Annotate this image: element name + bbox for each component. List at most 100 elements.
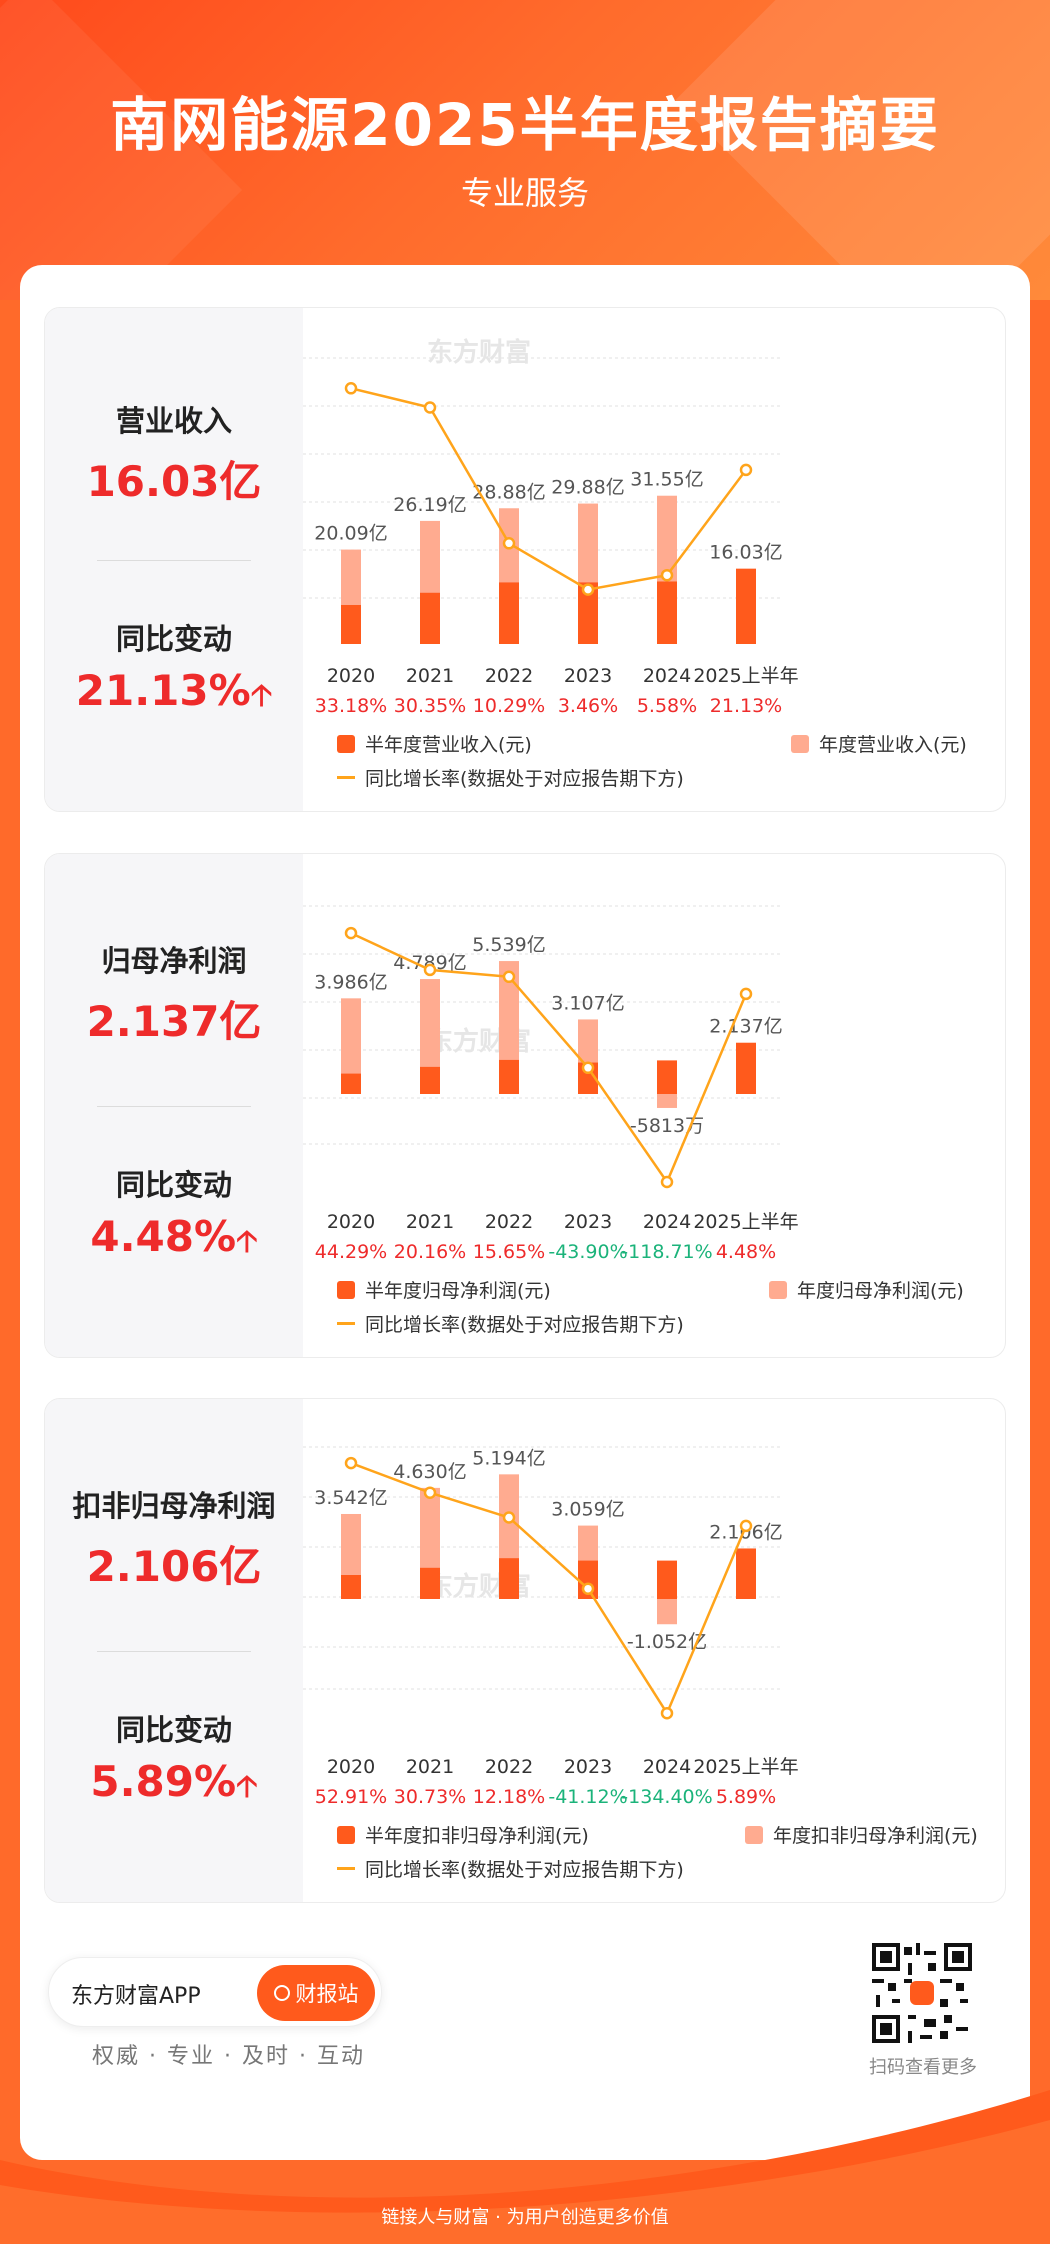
growth-rate-point: [423, 401, 437, 414]
app-name: 东方财富APP: [71, 1984, 201, 2009]
half-year-bar: [499, 1558, 519, 1599]
category-label: 2020: [327, 665, 375, 687]
category-label: 2022: [485, 1756, 533, 1778]
legend-swatch: [337, 1825, 355, 1844]
growth-rate-point: [344, 926, 358, 940]
bottom-wave: [0, 2090, 1050, 2244]
legend-line-swatch: [337, 776, 355, 779]
bar-value-label: 20.09亿: [314, 523, 387, 545]
revenue-panel: 营业收入 16.03亿 同比变动 21.13%🡡 东方财富 20.09亿 2020 3…: [44, 307, 1006, 812]
category-label: 2024: [643, 1756, 691, 1778]
metric-label: 扣非归母净利润: [72, 1489, 276, 1523]
change-value: 5.89%🡡: [90, 1757, 258, 1806]
header-banner: 南网能源2025半年度报告摘要 专业服务: [0, 0, 1050, 300]
growth-rate-point: [660, 1706, 674, 1720]
half-year-bar: [499, 582, 519, 644]
half-year-bar: [736, 1042, 756, 1094]
annual-bar: [657, 1094, 677, 1108]
growth-rate-point: [581, 583, 595, 596]
financial-report-button[interactable]: 财报站: [257, 1965, 375, 2021]
half-year-bar: [420, 1066, 440, 1094]
metric-summary: 归母净利润 2.137亿 同比变动 4.48%🡡: [45, 854, 303, 1357]
category-label: 2020: [327, 1756, 375, 1778]
growth-rate-line: [350, 1461, 748, 1716]
growth-rate-label: 44.29%: [315, 1241, 387, 1263]
app-promo-bar[interactable]: 东方财富APP 财报站: [48, 1957, 382, 2027]
legend-half: 半年度营业收入(元): [337, 730, 532, 757]
legend-line: 同比增长率(数据处于对应报告期下方): [337, 1855, 684, 1882]
growth-rate-point: [739, 987, 753, 1001]
growth-rate-label: 33.18%: [315, 695, 387, 717]
qr-caption: 扫码查看更多: [869, 2057, 977, 2078]
annual-bar: [341, 998, 361, 1094]
growth-rate-label: 10.29%: [473, 695, 545, 717]
divider: [97, 1106, 251, 1107]
half-year-bar: [341, 604, 361, 644]
growth-rate-label: 12.18%: [473, 1786, 545, 1808]
bar-value-label: 16.03亿: [709, 542, 782, 564]
category-label: 2025上半年: [693, 1756, 798, 1778]
category-label: 2021: [406, 1756, 454, 1778]
net-profit-panel: 归母净利润 2.137亿 同比变动 4.48%🡡 东方财富 3.986亿 2020 4…: [44, 853, 1006, 1358]
growth-rate-point: [739, 1519, 753, 1533]
growth-rate-label: 30.73%: [394, 1786, 466, 1808]
growth-rate-label: 5.89%: [716, 1786, 776, 1808]
bar-value-label: 2.106亿: [709, 1521, 782, 1543]
legend-line-swatch: [337, 1322, 355, 1325]
bar-value-label: 3.986亿: [314, 971, 387, 993]
growth-rate-point: [581, 1061, 595, 1075]
deducted-net-profit-panel: 扣非归母净利润 2.106亿 同比变动 5.89%🡡 东方财富 3.542亿 202…: [44, 1398, 1006, 1903]
growth-rate-label: 5.58%: [637, 695, 697, 717]
arrow-up-icon: 🡡: [250, 678, 273, 713]
divider: [97, 560, 251, 561]
half-year-bar: [341, 1575, 361, 1599]
growth-rate-point: [344, 382, 358, 395]
growth-rate-label: -134.40%: [621, 1786, 712, 1808]
category-label: 2025上半年: [693, 665, 798, 687]
growth-rate-point: [581, 1582, 595, 1595]
category-label: 2023: [564, 665, 612, 687]
change-value: 21.13%🡡: [75, 666, 273, 715]
legend-line: 同比增长率(数据处于对应报告期下方): [337, 764, 684, 791]
arrow-up-icon: 🡡: [236, 1769, 258, 1804]
growth-rate-line: [350, 931, 748, 1185]
watermark: 东方财富: [427, 337, 531, 368]
bar-value-label: 28.88亿: [472, 481, 545, 503]
tagline: 权威 · 专业 · 及时 · 互动: [92, 2044, 365, 2069]
half-year-bar: [657, 1560, 677, 1599]
category-label: 2022: [485, 1211, 533, 1233]
legend-swatch: [791, 734, 809, 753]
page-subtitle: 专业服务: [460, 174, 589, 212]
half-year-bar: [736, 568, 756, 644]
change-value: 4.48%🡡: [90, 1212, 258, 1261]
deducted-net-profit-chart: 东方财富3.542亿202052.91%4.630亿202130.73%5.19…: [303, 1446, 799, 1808]
metric-label: 营业收入: [115, 404, 232, 438]
category-label: 2024: [643, 665, 691, 687]
bar-value-label: 29.88亿: [551, 477, 624, 499]
half-year-bar: [420, 592, 440, 644]
metric-value: 2.137亿: [86, 997, 262, 1046]
growth-rate-label: 15.65%: [473, 1241, 545, 1263]
half-year-bar: [341, 1073, 361, 1094]
category-label: 2023: [564, 1211, 612, 1233]
bar-value-label: 4.630亿: [393, 1461, 466, 1483]
metric-value: 2.106亿: [86, 1542, 262, 1591]
bar-value-label: 31.55亿: [630, 469, 703, 491]
growth-rate-label: -118.71%: [621, 1241, 712, 1263]
growth-rate-label: -41.12%: [548, 1786, 627, 1808]
bar-value-label: 3.107亿: [551, 992, 624, 1014]
growth-rate-point: [502, 1511, 516, 1524]
growth-rate-label: 52.91%: [315, 1786, 387, 1808]
growth-rate-label: 3.46%: [558, 695, 618, 717]
growth-rate-point: [423, 1486, 437, 1499]
change-label: 同比变动: [115, 1168, 232, 1202]
qr-code[interactable]: [872, 1943, 972, 2043]
legend-swatch: [337, 734, 355, 753]
bar-value-label: 3.059亿: [551, 1499, 624, 1521]
category-label: 2021: [406, 665, 454, 687]
page-title: 南网能源2025半年度报告摘要: [110, 91, 940, 159]
bar-value-label: 3.542亿: [314, 1487, 387, 1509]
growth-rate-point: [739, 463, 753, 477]
bar-value-label: 5.539亿: [472, 934, 545, 956]
growth-rate-point: [502, 970, 516, 984]
